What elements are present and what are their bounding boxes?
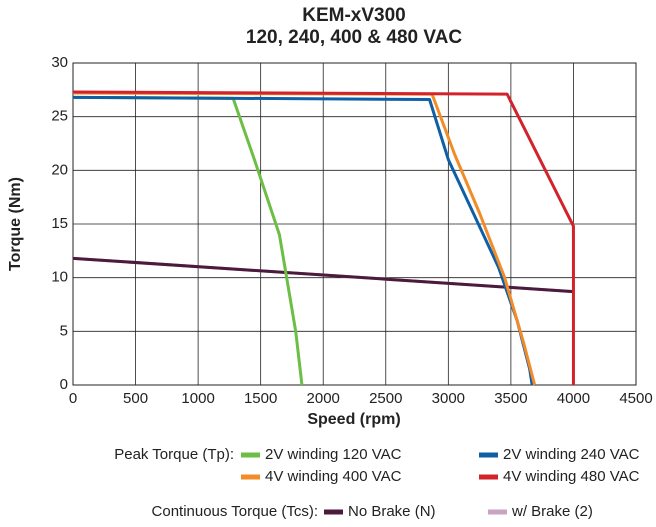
chart-title: KEM-xV300 [302,5,406,26]
x-tick-label: 4500 [619,390,652,407]
y-axis-title: Torque (Nm) [7,177,24,271]
x-tick-label: 2500 [369,390,402,407]
x-tick-label: 0 [69,390,77,407]
x-tick-label: 1500 [244,390,277,407]
x-tick-label: 1000 [181,390,214,407]
x-tick-label: 3000 [432,390,465,407]
series-line [72,95,304,386]
legend-label: 4V winding 400 VAC [265,468,402,485]
chart-subtitle: 120, 240, 400 & 480 VAC [246,27,462,48]
y-tick-label: 10 [51,269,68,286]
y-tick-label: 30 [51,54,68,71]
y-tick-label: 25 [51,108,68,125]
series-line [72,256,574,294]
x-tick-label: 500 [123,390,148,407]
y-tick-label: 15 [51,215,68,232]
series-line [72,95,534,386]
legend-label: No Brake (N) [348,503,436,520]
x-tick-label: 2000 [307,390,340,407]
legend-label: 4V winding 480 VAC [503,468,640,485]
x-tick-label: 3500 [494,390,527,407]
legend-label: w/ Brake (2) [511,503,593,520]
plot-frame [72,62,637,386]
y-tick-label: 0 [60,376,68,393]
legend-label: 2V winding 240 VAC [503,446,640,463]
y-tick-label: 20 [51,161,68,178]
x-tick-label: 4000 [557,390,590,407]
legend-label: 2V winding 120 VAC [265,446,402,463]
x-axis-title: Speed (rpm) [307,411,400,428]
legend-group-label: Continuous Torque (Tcs): [152,503,318,520]
series-line [72,91,537,386]
series-line [72,90,575,385]
y-tick-label: 5 [60,322,68,339]
legend-group-label: Peak Torque (Tp): [114,446,234,463]
